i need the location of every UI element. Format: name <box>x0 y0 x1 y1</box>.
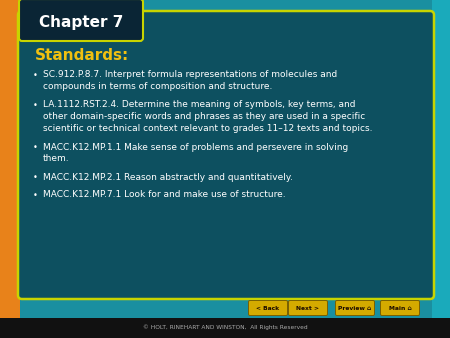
Text: Standards:: Standards: <box>35 48 129 63</box>
Text: © HOLT, RINEHART AND WINSTON,  All Rights Reserved: © HOLT, RINEHART AND WINSTON, All Rights… <box>143 325 307 330</box>
Text: SC.912.P.8.7. Interpret formula representations of molecules and
compounds in te: SC.912.P.8.7. Interpret formula represen… <box>43 70 337 91</box>
Text: LA.1112.RST.2.4. Determine the meaning of symbols, key terms, and
other domain-s: LA.1112.RST.2.4. Determine the meaning o… <box>43 100 373 132</box>
Text: < Back: < Back <box>256 306 279 311</box>
Text: Next >: Next > <box>297 306 320 311</box>
FancyBboxPatch shape <box>248 300 288 315</box>
Text: MACC.K12.MP.1.1 Make sense of problems and persevere in solving
them.: MACC.K12.MP.1.1 Make sense of problems a… <box>43 143 348 163</box>
Bar <box>432 0 450 338</box>
Text: •: • <box>33 191 38 200</box>
Bar <box>0 290 20 338</box>
Text: MACC.K12.MP.2.1 Reason abstractly and quantitatively.: MACC.K12.MP.2.1 Reason abstractly and qu… <box>43 172 293 182</box>
FancyBboxPatch shape <box>381 300 419 315</box>
Bar <box>0 318 450 338</box>
Bar <box>0 0 20 338</box>
FancyBboxPatch shape <box>18 11 434 299</box>
Text: MACC.K12.MP.7.1 Look for and make use of structure.: MACC.K12.MP.7.1 Look for and make use of… <box>43 190 286 199</box>
Text: •: • <box>33 144 38 152</box>
Text: •: • <box>33 71 38 80</box>
Text: Main ⌂: Main ⌂ <box>389 306 411 311</box>
Text: Chapter 7: Chapter 7 <box>39 15 123 29</box>
Text: •: • <box>33 101 38 110</box>
Text: Preview ⌂: Preview ⌂ <box>338 306 372 311</box>
FancyBboxPatch shape <box>19 0 143 41</box>
FancyBboxPatch shape <box>336 300 374 315</box>
Text: •: • <box>33 173 38 183</box>
FancyBboxPatch shape <box>288 300 328 315</box>
